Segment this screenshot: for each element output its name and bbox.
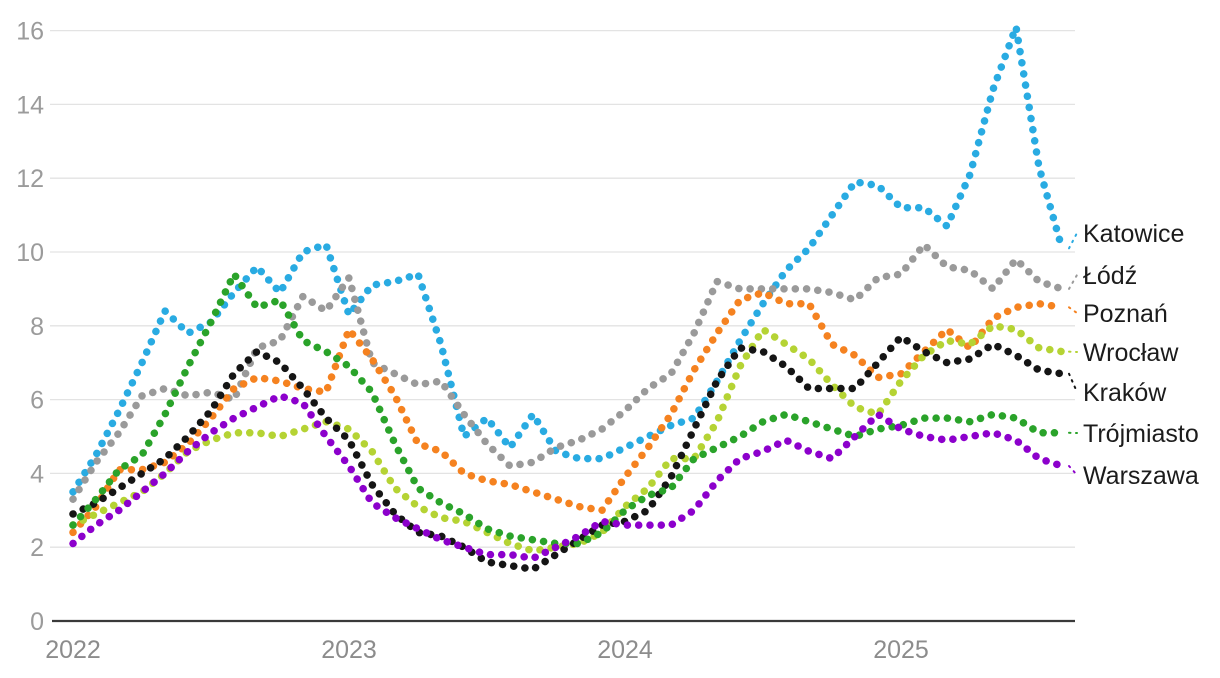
series-leader-katowice [1068,232,1078,250]
series-label-trojmiasto: Trójmiasto [1083,420,1199,448]
y-tick-label-6: 6 [30,387,44,415]
series-label-wroclaw: Wrocław [1083,339,1179,367]
series-label-lodz: Łódź [1083,262,1137,290]
y-tick-label-4: 4 [30,460,44,488]
series-leader-poznan [1068,306,1078,314]
series-line-poznan [69,288,1066,537]
x-tick-label-2022: 2022 [45,636,101,664]
y-tick-label-10: 10 [16,239,44,267]
series-label-poznan: Poznań [1083,300,1168,328]
y-tick-label-14: 14 [16,91,44,119]
y-tick-label-16: 16 [16,18,44,46]
series-line-katowice [69,23,1066,496]
series-label-krakow: Kraków [1083,379,1167,407]
series-label-warszawa: Warszawa [1083,462,1199,490]
series-leader-lodz [1068,274,1078,290]
y-tick-label-12: 12 [16,165,44,193]
x-tick-label-2025: 2025 [873,636,929,664]
series-line-wroclaw [69,322,1066,555]
x-tick-label-2023: 2023 [321,636,377,664]
series-line-warszawa [69,392,1066,563]
series-leader-krakow [1068,372,1078,393]
series-line-krakow [69,333,1066,574]
series-leader-warszawa [1068,465,1078,476]
y-tick-label-0: 0 [30,608,44,636]
y-tick-label-8: 8 [30,313,44,341]
x-tick-label-2024: 2024 [597,636,653,664]
series-line-lodz [69,240,1066,503]
series-label-katowice: Katowice [1083,220,1184,248]
y-tick-label-2: 2 [30,534,44,562]
